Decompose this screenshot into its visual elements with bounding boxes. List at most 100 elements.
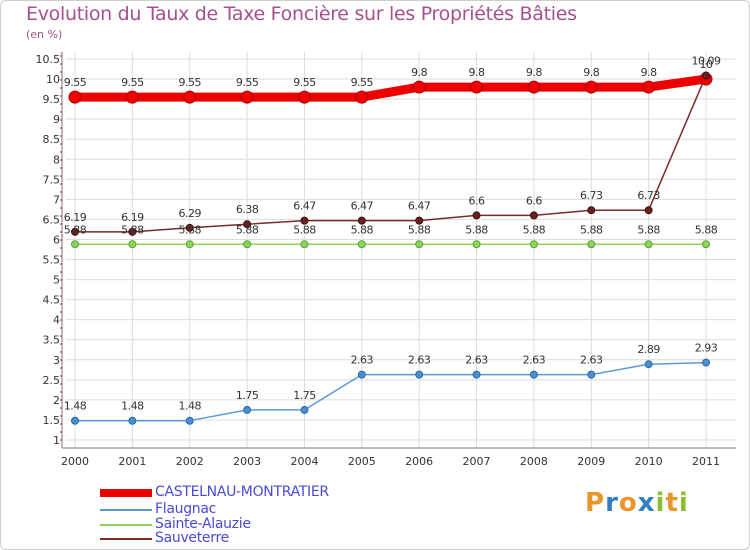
data-label: 1.75 <box>236 389 259 402</box>
data-label: 9.8 <box>526 66 542 79</box>
x-tick-label: 2011 <box>692 455 720 468</box>
data-point <box>644 206 653 215</box>
data-point <box>243 405 252 414</box>
data-point <box>642 80 656 94</box>
data-point <box>183 90 197 104</box>
data-label: 10.09 <box>692 54 721 67</box>
y-tick-label: 5.5 <box>43 254 61 267</box>
axes: 11.522.533.544.555.566.577.588.599.51010… <box>36 52 736 468</box>
series-lines <box>70 74 711 422</box>
data-label: 9.55 <box>236 76 259 89</box>
series-points <box>68 71 713 425</box>
x-tick-label: 2006 <box>405 455 433 468</box>
x-tick-label: 2000 <box>61 455 89 468</box>
data-label: 5.88 <box>121 223 144 236</box>
data-label: 6.6 <box>526 194 542 207</box>
y-tick-label: 7.5 <box>43 173 61 186</box>
data-point <box>297 90 311 104</box>
data-label: 9.55 <box>121 76 144 89</box>
legend-label: Sauveterre <box>155 530 229 546</box>
data-label: 9.8 <box>641 66 657 79</box>
series-line <box>70 74 711 102</box>
x-tick-label: 2008 <box>520 455 548 468</box>
data-point <box>529 240 538 249</box>
data-label: 1.48 <box>121 400 144 413</box>
series-line <box>74 361 707 422</box>
data-label: 2.63 <box>465 354 488 367</box>
data-label: 2.63 <box>580 354 603 367</box>
series-line <box>74 74 707 233</box>
logo-letter: i <box>655 488 666 518</box>
data-label: 6.47 <box>351 200 374 213</box>
data-point <box>644 360 653 369</box>
legend-swatch-sauveterre <box>100 538 152 540</box>
data-label: 6.38 <box>236 203 259 216</box>
data-label: 9.8 <box>583 66 599 79</box>
logo-letter: i <box>678 488 689 518</box>
data-point <box>357 240 366 249</box>
data-point <box>702 358 710 367</box>
data-point <box>71 416 79 425</box>
data-point <box>125 90 139 104</box>
data-label: 9.8 <box>411 66 427 79</box>
data-point <box>185 240 194 249</box>
data-label: 1.48 <box>64 400 87 413</box>
data-point <box>240 90 254 104</box>
legend-swatch-flaugnac <box>100 509 152 511</box>
data-point <box>185 416 194 425</box>
legend-label: Sainte-Alauzie <box>155 516 251 532</box>
data-label: 2.93 <box>695 342 718 355</box>
x-tick-label: 2007 <box>463 455 491 468</box>
data-label: 9.55 <box>178 76 201 89</box>
logo-letter: r <box>605 488 619 518</box>
y-tick-label: 2 <box>53 394 60 407</box>
data-label: 9.55 <box>351 76 374 89</box>
data-point <box>587 206 596 215</box>
data-label: 10 <box>700 58 713 71</box>
data-label: 6.47 <box>408 200 431 213</box>
data-point <box>300 240 309 249</box>
logo-letter: P <box>585 488 606 518</box>
data-point <box>128 240 137 249</box>
data-point <box>128 227 137 236</box>
x-tick-label: 2002 <box>176 455 204 468</box>
y-tick-label: 4.5 <box>43 294 61 307</box>
y-tick-label: 7 <box>53 193 60 206</box>
data-point <box>472 370 481 379</box>
x-tick-label: 2003 <box>233 455 261 468</box>
x-tick-label: 2004 <box>290 455 318 468</box>
data-point <box>527 80 541 94</box>
data-point <box>71 227 79 236</box>
data-point <box>300 405 309 414</box>
data-label: 5.88 <box>293 223 316 236</box>
data-point <box>702 71 710 80</box>
data-label: 6.19 <box>121 211 144 224</box>
x-tick-label: 2010 <box>635 455 663 468</box>
data-label: 6.19 <box>64 211 87 224</box>
data-point <box>472 211 481 220</box>
data-label: 5.88 <box>408 223 431 236</box>
y-tick-label: 8 <box>53 153 60 166</box>
logo-letter: o <box>618 488 638 518</box>
legend-swatch-castelnau <box>100 489 152 497</box>
y-tick-label: 6 <box>53 233 60 246</box>
chart-title: Evolution du Taux de Taxe Foncière sur l… <box>26 3 577 25</box>
y-tick-label: 6.5 <box>43 213 61 226</box>
data-label: 6.47 <box>293 200 316 213</box>
data-point <box>355 90 369 104</box>
legend-swatch-sainte-alauzie <box>100 524 152 526</box>
data-point <box>529 370 538 379</box>
data-label: 6.6 <box>469 194 485 207</box>
data-label: 5.88 <box>523 223 546 236</box>
data-label: 2.63 <box>523 354 546 367</box>
y-tick-label: 1.5 <box>43 414 61 427</box>
y-tick-label: 9.5 <box>43 93 61 106</box>
data-label: 5.88 <box>637 223 660 236</box>
data-point <box>470 80 484 94</box>
data-point <box>412 80 426 94</box>
y-tick-label: 9 <box>53 113 60 126</box>
data-label: 6.73 <box>580 189 603 202</box>
data-point <box>185 223 194 232</box>
data-label: 9.8 <box>469 66 485 79</box>
data-point <box>529 211 538 220</box>
